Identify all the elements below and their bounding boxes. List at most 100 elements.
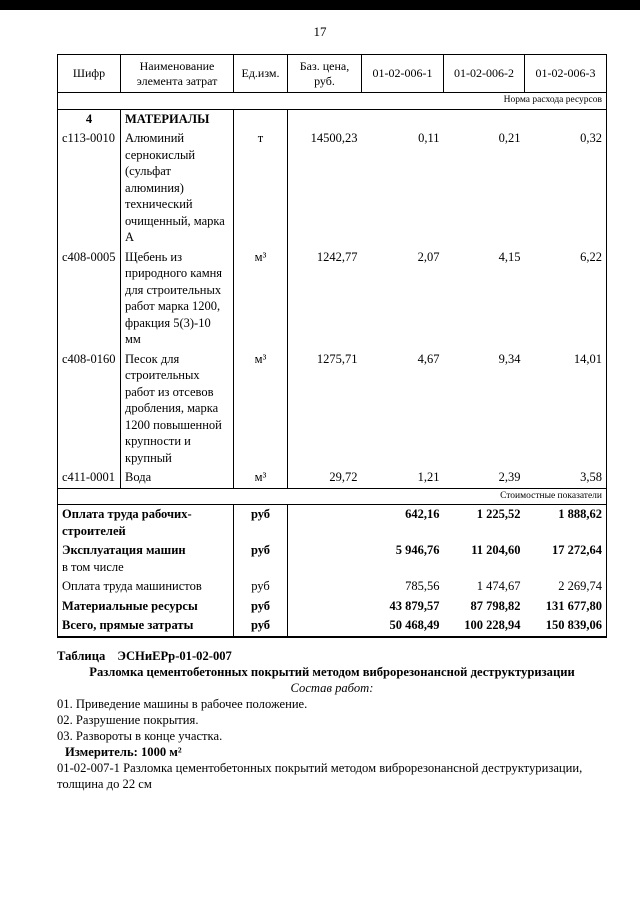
cell-v3: 14,01 [573, 351, 602, 366]
next-table-intro: Таблица ЭСНиЕРр-01-02-007 Разломка цемен… [57, 649, 607, 793]
cell-v1: 2,07 [417, 249, 440, 264]
norm-description: 01-02-007-1 Разломка цементобетонных пок… [57, 761, 583, 791]
page-number: 17 [313, 24, 327, 39]
cell-v1: 0,11 [418, 131, 440, 146]
cell-v1 [362, 109, 444, 129]
table-label: Таблица [57, 648, 106, 663]
cell-price: 1275,71 [316, 351, 358, 366]
totals-unit: руб [233, 616, 288, 637]
cell-v2: 0,21 [498, 131, 521, 146]
totals-v3: 2 269,74 [558, 579, 602, 594]
totals-v2: 11 204,60 [471, 543, 521, 558]
cell-code: с113-0010 [57, 129, 121, 248]
totals-price-empty [288, 577, 362, 597]
table-row: с408-0160 Песок для строительных работ и… [57, 349, 607, 469]
header-cell-price: Баз. цена, руб. [287, 54, 362, 93]
cell-v2: 9,34 [498, 351, 521, 366]
meter-line: Измеритель: 1000 м² [57, 745, 607, 759]
totals-v3: 1 888,62 [558, 507, 602, 522]
table-row: 4 МАТЕРИАЛЫ [57, 109, 607, 130]
header-cell-code: Шифр [57, 54, 121, 93]
totals-row: Оплата труда машинистов руб 785,56 1 474… [57, 577, 607, 597]
cell-v3 [525, 109, 607, 129]
totals-v1: 785,56 [405, 579, 440, 594]
totals-row: Оплата труда рабочих-строителей руб 642,… [57, 504, 607, 542]
cell-code: с411-0001 [57, 468, 121, 489]
cell-name: Песок для строительных работ из отсевов … [120, 349, 234, 469]
cell-code: с408-0005 [57, 247, 121, 350]
totals-v3: 131 677,80 [545, 598, 602, 613]
totals-v3: 17 272,64 [552, 543, 602, 558]
section-label-row: Стоимостные показатели [57, 487, 607, 506]
totals-label: Эксплуатация машин в том числе [57, 541, 234, 578]
cost-section-label: Стоимостные показатели [57, 487, 607, 506]
totals-row: Материальные ресурсы руб 43 879,57 87 79… [57, 596, 607, 617]
totals-unit: руб [233, 596, 288, 617]
totals-v2: 1 474,67 [476, 579, 521, 594]
cell-name: МАТЕРИАЛЫ [120, 109, 234, 130]
cell-unit: т [233, 129, 288, 248]
totals-label: Оплата труда рабочих-строителей [57, 504, 234, 542]
cell-price: 14500,23 [310, 131, 358, 146]
cell-code: с408-0160 [57, 349, 121, 469]
cell-unit: м³ [233, 349, 288, 469]
cell-unit: м³ [233, 468, 288, 489]
totals-price-empty [288, 616, 362, 637]
totals-label: Материальные ресурсы [57, 596, 234, 617]
cell-v2: 2,39 [498, 470, 521, 485]
totals-label: Оплата труда машинистов [57, 577, 234, 597]
cell-v1: 4,67 [417, 351, 440, 366]
cell-price: 1242,77 [316, 249, 358, 264]
section-label-row: Норма расхода ресурсов [57, 92, 607, 110]
cell-v3: 3,58 [580, 470, 602, 485]
cell-price [288, 109, 362, 129]
header-cell-norm1: 01-02-006-1 [361, 54, 444, 93]
totals-unit: руб [233, 541, 288, 578]
table-header-row: Шифр Наименование элемента затрат Ед.изм… [57, 54, 607, 93]
header-cell-name: Наименование элемента затрат [120, 54, 234, 93]
works-subtitle: Состав работ: [290, 680, 374, 695]
meter-label: Измеритель: [65, 745, 138, 760]
cell-unit: м³ [233, 247, 288, 350]
totals-row: Всего, прямые затраты руб 50 468,49 100 … [57, 616, 607, 637]
header-cell-norm3: 01-02-006-3 [524, 54, 607, 93]
work-item: 02. Разрушение покрытия. [57, 712, 199, 727]
cell-price: 29,72 [329, 470, 358, 485]
totals-label-sub: в том числе [62, 559, 124, 574]
totals-v1: 43 879,57 [389, 598, 440, 613]
cell-v3: 0,32 [580, 131, 602, 146]
table-row: с408-0005 Щебень из природного камня для… [57, 247, 607, 350]
totals-v1: 5 946,76 [395, 543, 440, 558]
norm-section-label: Норма расхода ресурсов [57, 92, 607, 110]
cell-v3: 6,22 [580, 249, 602, 264]
cell-v1: 1,21 [417, 470, 440, 485]
header-cell-norm2: 01-02-006-2 [443, 54, 525, 93]
cell-unit [233, 109, 288, 130]
totals-price-empty [288, 597, 362, 617]
cell-name: Щебень из природного камня для строитель… [120, 247, 234, 350]
header-cell-unit: Ед.изм. [233, 54, 288, 93]
totals-label: Всего, прямые затраты [57, 616, 234, 637]
meter-value: 1000 м² [140, 745, 182, 760]
table-row: с411-0001 Вода м³ 29,72 1,21 2,39 3,58 [57, 468, 607, 489]
totals-v1: 642,16 [405, 507, 440, 522]
totals-v2: 100 228,94 [464, 618, 521, 633]
cell-v2: 4,15 [498, 249, 521, 264]
work-item: 03. Развороты в конце участка. [57, 729, 223, 744]
cell-name: Вода [120, 468, 234, 489]
totals-label-main: Эксплуатация машин [62, 543, 186, 558]
totals-v1: 50 468,49 [389, 618, 440, 633]
table-code: ЭСНиЕРр-01-02-007 [117, 648, 232, 663]
totals-price-empty [288, 541, 362, 577]
work-item: 01. Приведение машины в рабочее положени… [57, 696, 308, 711]
table-reference-line: Таблица ЭСНиЕРр-01-02-007 [57, 649, 607, 663]
totals-v3: 150 839,06 [545, 618, 602, 633]
scan-edge-bar [0, 0, 640, 10]
cell-name: Алюминий сернокислый (сульфат алюминия) … [120, 129, 234, 248]
cost-norms-table: Шифр Наименование элемента затрат Ед.изм… [57, 54, 607, 638]
totals-unit: руб [233, 504, 288, 542]
next-table-title: Разломка цементобетонных покрытий методо… [89, 664, 575, 679]
totals-row: Эксплуатация машин в том числе руб 5 946… [57, 541, 607, 578]
totals-v2: 87 798,82 [470, 598, 521, 613]
